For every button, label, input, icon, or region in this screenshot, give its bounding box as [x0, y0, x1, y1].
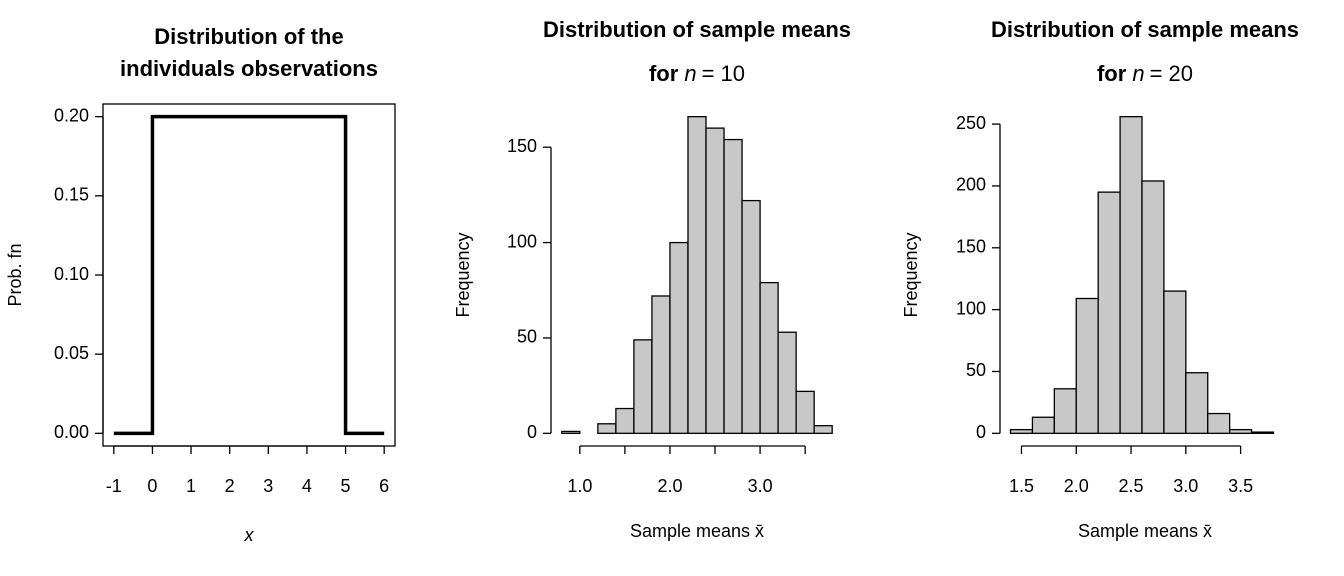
subtitle-part: n	[684, 61, 696, 86]
y-tick-label: 0	[527, 422, 537, 442]
bar	[561, 430, 581, 434]
y-tick-label: 150	[956, 237, 986, 257]
chart-title: Distribution of sample means	[991, 17, 1299, 42]
x-tick-label: 1.5	[1009, 476, 1034, 496]
data-line	[113, 114, 385, 436]
y-tick-label: 0	[976, 422, 986, 442]
y-tick-label: 50	[517, 327, 537, 347]
x-tick-label: 3.0	[1173, 476, 1198, 496]
bar	[687, 116, 707, 434]
x-tick-label: -1	[106, 476, 122, 496]
bar	[723, 138, 743, 434]
x-axis-label: Sample means x̄	[630, 521, 764, 541]
chart-subtitle: for n = 10	[649, 61, 745, 86]
x-tick-label: 1.0	[567, 476, 592, 496]
bar	[669, 241, 689, 434]
chart-title: Distribution of sample means	[543, 17, 851, 42]
y-tick-label: 100	[507, 231, 537, 251]
bar	[597, 423, 617, 434]
bar	[795, 390, 815, 434]
y-tick-label: 0.05	[54, 343, 89, 363]
subtitle-part: for	[1097, 61, 1127, 86]
bar	[1185, 372, 1209, 434]
bar	[1053, 388, 1077, 434]
chart-subtitle: for n = 20	[1097, 61, 1193, 86]
y-axis-label: Frequency	[901, 232, 921, 317]
x-tick-label: 2.0	[657, 476, 682, 496]
bar	[615, 407, 635, 434]
bar	[759, 281, 779, 434]
y-tick-label: 0.10	[54, 264, 89, 284]
bar	[1075, 297, 1099, 434]
bar	[1031, 416, 1055, 434]
x-tick-label: 5	[341, 476, 351, 496]
y-tick-label: 200	[956, 175, 986, 195]
x-tick-label: 6	[379, 476, 389, 496]
bar	[1119, 116, 1143, 434]
bar	[705, 127, 725, 434]
x-axis-label: x	[244, 525, 255, 545]
bar	[1250, 431, 1275, 434]
y-tick-label: 0.20	[54, 105, 89, 125]
y-axis-label: Prob. fn	[5, 243, 25, 306]
x-tick-label: 3	[263, 476, 273, 496]
bar	[1207, 412, 1231, 434]
y-tick-label: 150	[507, 136, 537, 156]
bar	[1229, 428, 1253, 434]
y-tick-label: 50	[966, 360, 986, 380]
bar	[1163, 290, 1187, 434]
y-tick-label: 0.00	[54, 422, 89, 442]
y-tick-label: 0.15	[54, 185, 89, 205]
x-tick-label: 2.5	[1119, 476, 1144, 496]
bar	[741, 199, 761, 434]
y-tick-label: 250	[956, 113, 986, 133]
x-axis-label: Sample means x̄	[1078, 521, 1212, 541]
subtitle-part: n	[1132, 61, 1144, 86]
x-tick-label: 0	[147, 476, 157, 496]
bar	[777, 331, 797, 434]
plot-box	[102, 103, 396, 447]
x-tick-label: 3.0	[748, 476, 773, 496]
subtitle-part: for	[649, 61, 679, 86]
subtitle-part: = 10	[702, 61, 745, 86]
x-tick-label: 3.5	[1228, 476, 1253, 496]
x-tick-label: 2	[225, 476, 235, 496]
bar	[1141, 180, 1165, 434]
subtitle-part: = 20	[1150, 61, 1193, 86]
chart-title: Distribution of the	[154, 24, 343, 49]
bar	[651, 295, 671, 434]
bar	[633, 339, 653, 434]
bar	[813, 425, 833, 434]
bar	[1009, 428, 1034, 434]
y-tick-label: 100	[956, 298, 986, 318]
bar	[1097, 191, 1121, 434]
x-tick-label: 4	[302, 476, 312, 496]
chart-title: individuals observations	[120, 56, 378, 81]
x-tick-label: 1	[186, 476, 196, 496]
x-tick-label: 2.0	[1064, 476, 1089, 496]
y-axis-label: Frequency	[453, 232, 473, 317]
